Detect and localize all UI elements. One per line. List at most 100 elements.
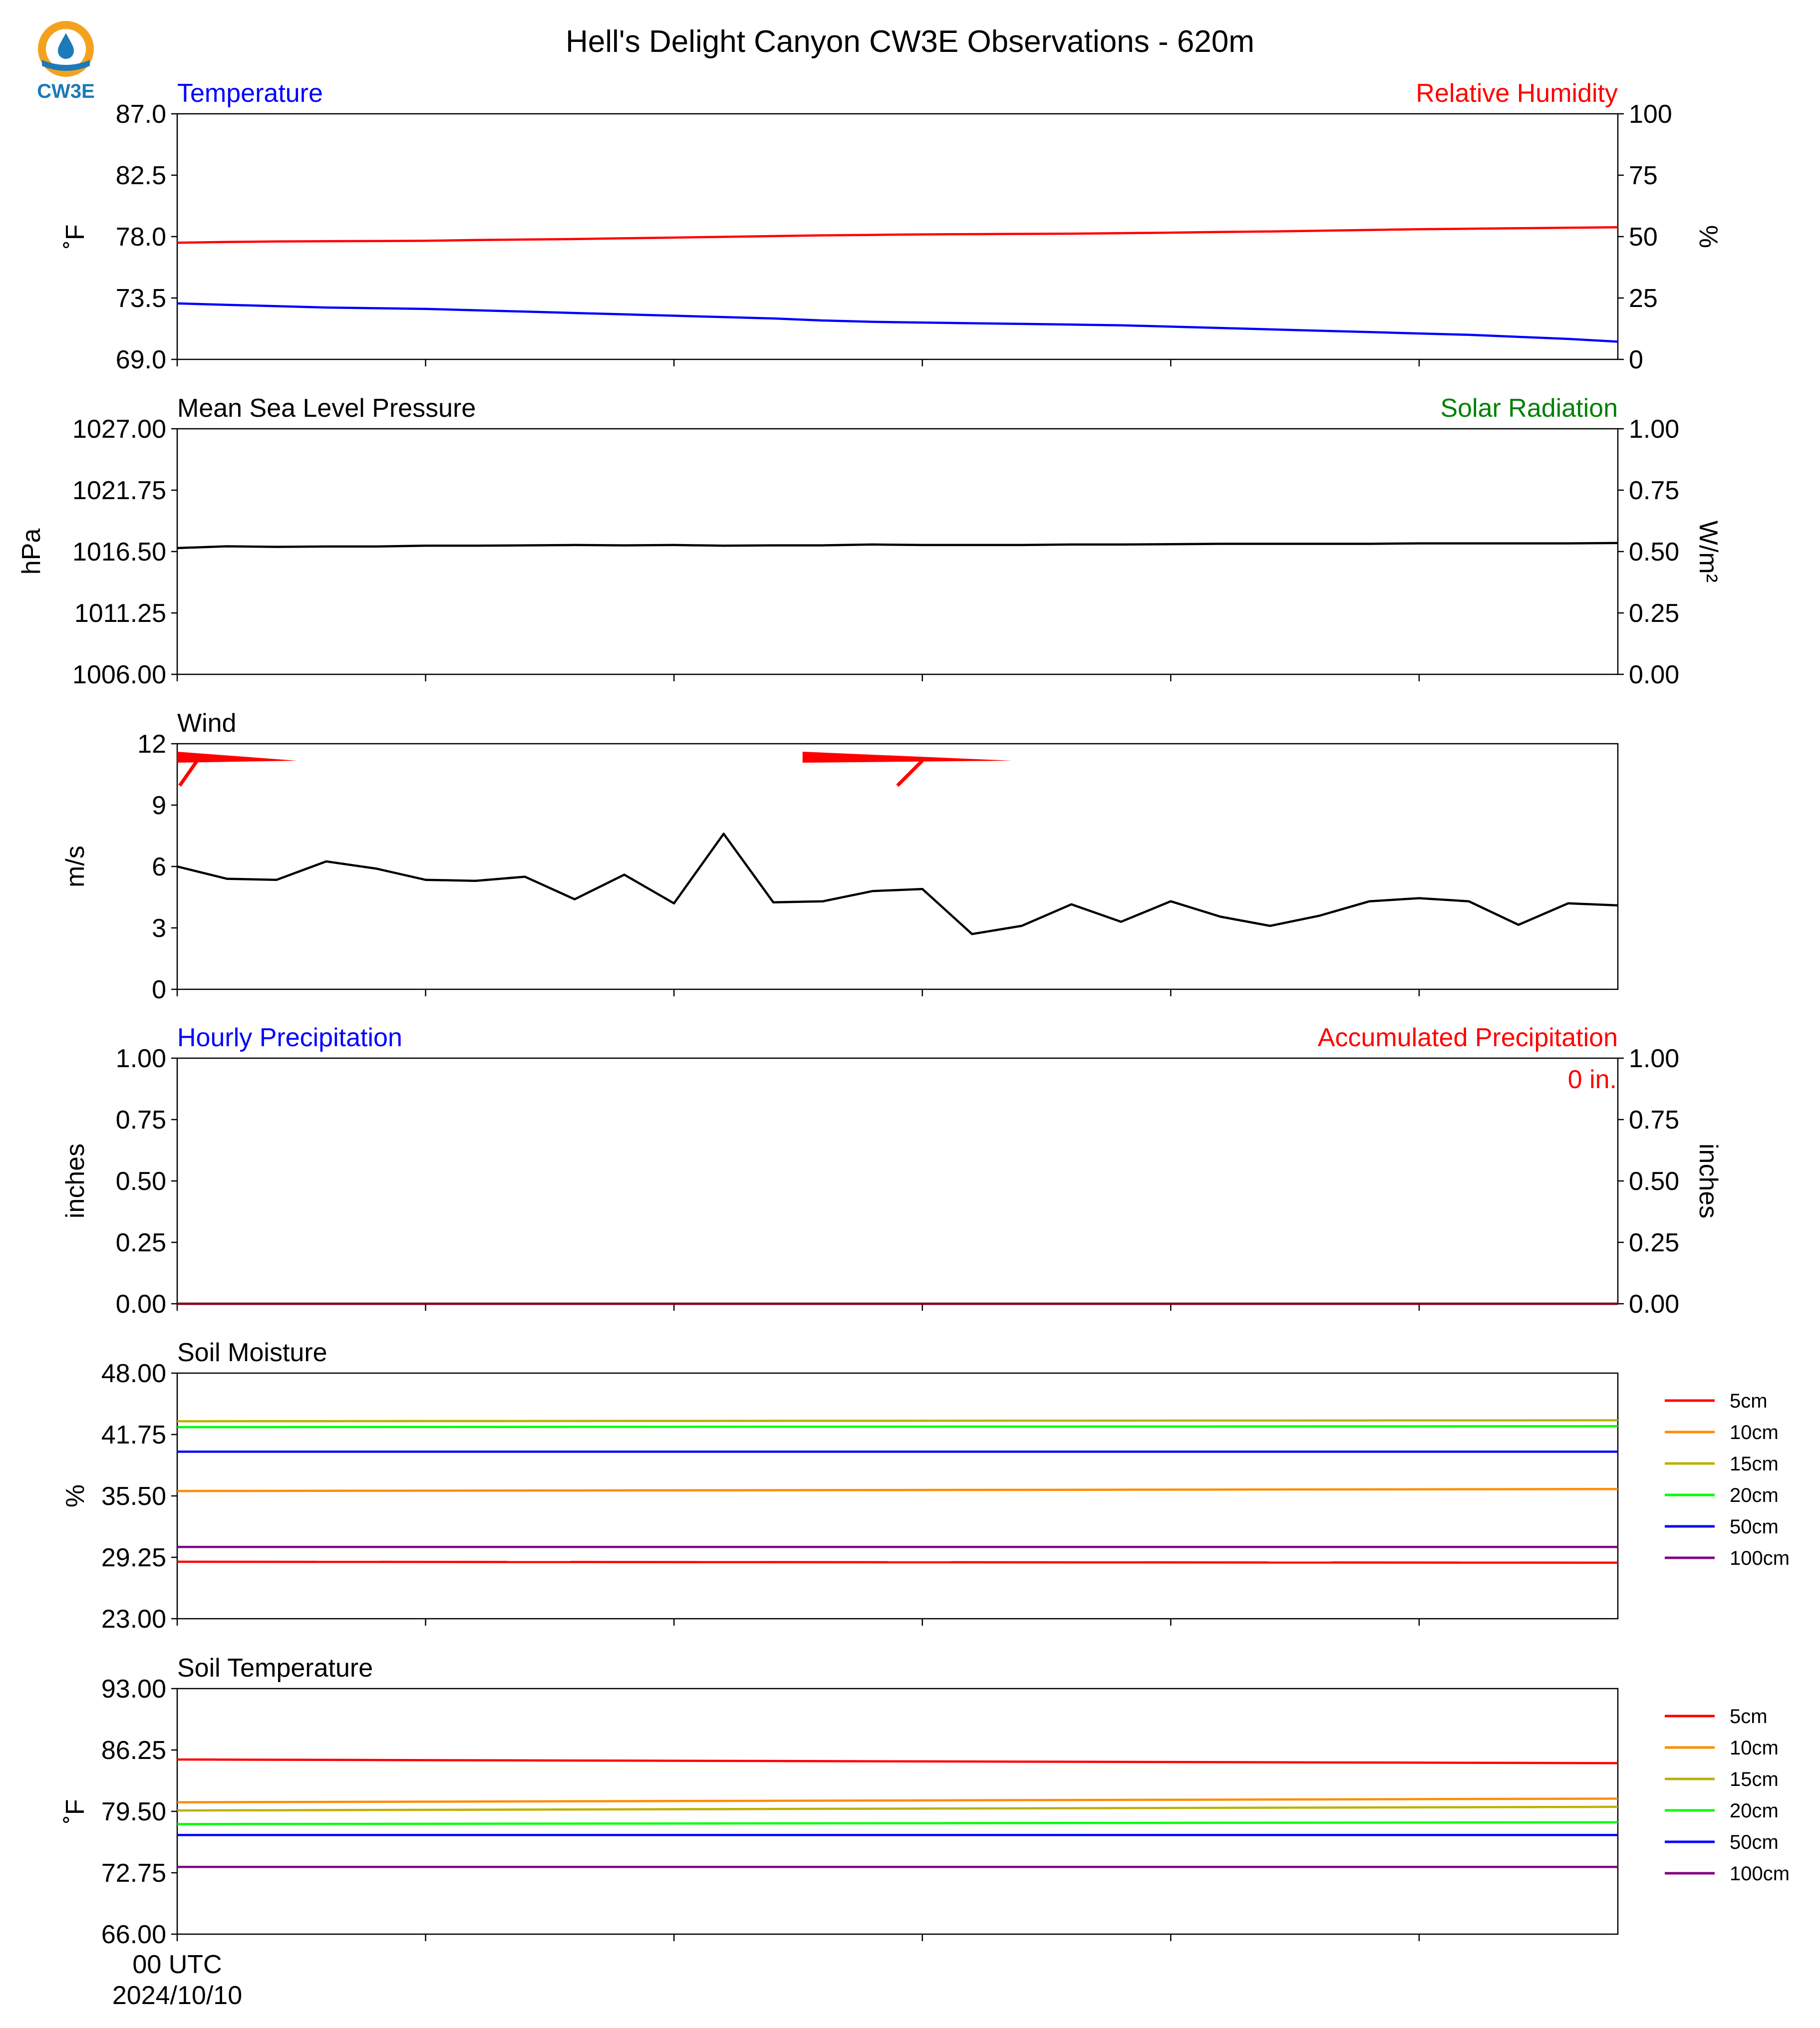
y-tick-label-right: 0.75 bbox=[1629, 1106, 1679, 1135]
legend-label: 100cm bbox=[1730, 1547, 1790, 1569]
panel-title-left: Soil Moisture bbox=[177, 1338, 327, 1367]
y-tick-label: 35.50 bbox=[101, 1482, 166, 1511]
panel-title-left: Hourly Precipitation bbox=[177, 1023, 402, 1052]
panel-frame bbox=[176, 1057, 1619, 1305]
legend-label: 15cm bbox=[1730, 1453, 1779, 1475]
y-axis-label: ˚F bbox=[61, 1799, 90, 1823]
legend-label: 50cm bbox=[1730, 1516, 1779, 1538]
series-line-20cm bbox=[177, 1821, 1618, 1825]
y-tick-label-right: 0.00 bbox=[1629, 660, 1679, 689]
panel-title-right: Solar Radiation bbox=[1440, 394, 1618, 423]
legend: 5cm 10cm 15cm 20cm 50cm 100cm bbox=[1665, 1390, 1790, 1569]
y-tick-label: 72.75 bbox=[101, 1859, 166, 1888]
series-line-mean-sea-level-pressure bbox=[177, 542, 1618, 550]
y-axis-label: % bbox=[61, 1484, 90, 1507]
x-tick-label-time: 00 UTC bbox=[132, 1950, 222, 1979]
legend-label: 10cm bbox=[1730, 1737, 1779, 1759]
y-axis-label: m/s bbox=[61, 846, 90, 887]
chart-panels: Temperature Relative Humidity 87.0 82.5 78.0… bbox=[17, 79, 1790, 1949]
y-tick-label-right: 0.50 bbox=[1629, 538, 1679, 567]
y-axis-label-right: W/m² bbox=[1694, 521, 1723, 582]
y-tick-label: 41.75 bbox=[101, 1421, 166, 1449]
panel-soil_temperature: Soil Temperature 93.00 86.25 79.50 72.75 66.0… bbox=[61, 1654, 1790, 1949]
y-tick-label: 1011.25 bbox=[74, 599, 166, 628]
y-tick-label-right: 0.00 bbox=[1629, 1290, 1679, 1319]
panel-wind: Wind 12 9 6 3 0 m/s bbox=[61, 709, 1619, 1004]
legend-label: 10cm bbox=[1730, 1422, 1779, 1444]
y-tick-label: 1.00 bbox=[116, 1044, 166, 1073]
y-tick-label: 48.00 bbox=[101, 1359, 166, 1388]
series-line-20cm bbox=[177, 1425, 1618, 1429]
panel-title-right: Accumulated Precipitation bbox=[1318, 1023, 1618, 1052]
y-tick-label: 3 bbox=[152, 914, 166, 943]
x-tick-label-date: 2024/10/10 bbox=[112, 1981, 242, 2010]
legend-label: 100cm bbox=[1730, 1863, 1790, 1885]
panel-title-left: Soil Temperature bbox=[177, 1654, 373, 1683]
y-tick-label: 23.00 bbox=[101, 1605, 166, 1634]
y-tick-label: 29.25 bbox=[101, 1543, 166, 1572]
panel-title-left: Mean Sea Level Pressure bbox=[177, 394, 476, 423]
y-tick-label-right: 1.00 bbox=[1629, 1044, 1679, 1073]
y-tick-label: 1027.00 bbox=[72, 415, 166, 444]
y-axis-label: ˚F bbox=[61, 224, 90, 249]
panel-title-left: Temperature bbox=[177, 79, 323, 108]
y-axis-label: inches bbox=[61, 1144, 90, 1218]
y-tick-label-right: 25 bbox=[1629, 284, 1658, 313]
series-line-10cm bbox=[177, 1797, 1618, 1804]
wind-barb-shaft bbox=[178, 759, 199, 787]
y-tick-label: 78.0 bbox=[116, 223, 166, 252]
panel-frame bbox=[176, 743, 1619, 990]
y-tick-label: 73.5 bbox=[116, 284, 166, 313]
y-tick-label: 0.00 bbox=[116, 1290, 166, 1319]
panel-title-right: Relative Humidity bbox=[1416, 79, 1618, 108]
y-tick-label: 69.0 bbox=[116, 345, 166, 374]
wind-barb bbox=[177, 752, 297, 787]
legend-label: 15cm bbox=[1730, 1768, 1779, 1790]
wind-barb-flag bbox=[802, 752, 1012, 763]
wind-barb-shaft bbox=[896, 759, 924, 787]
legend-label: 50cm bbox=[1730, 1831, 1779, 1853]
legend-label: 5cm bbox=[1730, 1390, 1768, 1412]
y-tick-label-right: 50 bbox=[1629, 223, 1658, 252]
y-tick-label: 82.5 bbox=[116, 161, 166, 190]
y-tick-label: 87.0 bbox=[116, 100, 166, 129]
panel-frame bbox=[176, 428, 1619, 675]
y-tick-label: 6 bbox=[152, 853, 166, 881]
series-line-wind-speed bbox=[177, 833, 1618, 935]
legend-label: 5cm bbox=[1730, 1706, 1768, 1728]
wind-barb-flag bbox=[177, 752, 297, 763]
wind-barb bbox=[802, 752, 1012, 787]
series-line-5cm bbox=[177, 1560, 1618, 1564]
y-tick-label-right: 75 bbox=[1629, 161, 1658, 190]
panel-soil_moisture: Soil Moisture 48.00 41.75 35.50 29.25 23.00% 5… bbox=[61, 1338, 1790, 1634]
y-tick-label-right: 0.25 bbox=[1629, 599, 1679, 628]
panel-precip: Hourly Precipitation Accumulated Precipit… bbox=[61, 1023, 1723, 1319]
y-tick-label-right: 100 bbox=[1629, 100, 1672, 129]
logo-text: CW3E bbox=[37, 80, 95, 102]
figure-title: Hell's Delight Canyon CW3E Observations … bbox=[566, 24, 1254, 59]
cw3e-logo-icon: CW3E bbox=[37, 21, 95, 102]
panel-temp_rh: Temperature Relative Humidity 87.0 82.5 78.0… bbox=[61, 79, 1723, 374]
y-tick-label: 79.50 bbox=[101, 1797, 166, 1826]
y-axis-label-right: % bbox=[1694, 225, 1723, 248]
y-tick-label: 1006.00 bbox=[72, 660, 166, 689]
y-tick-label: 66.00 bbox=[101, 1920, 166, 1949]
series-line-15cm bbox=[177, 1419, 1618, 1423]
panel-frame bbox=[176, 1688, 1619, 1935]
series-line-5cm bbox=[177, 1758, 1618, 1764]
series-line-15cm bbox=[177, 1805, 1618, 1812]
legend-label: 20cm bbox=[1730, 1484, 1779, 1506]
y-tick-label: 1021.75 bbox=[72, 476, 166, 505]
series-line-10cm bbox=[177, 1487, 1618, 1492]
y-tick-label: 93.00 bbox=[101, 1675, 166, 1704]
y-tick-label-right: 0.25 bbox=[1629, 1228, 1679, 1257]
accumulated-precip-annotation: 0 in. bbox=[1568, 1065, 1617, 1094]
y-tick-label: 0.75 bbox=[116, 1106, 166, 1135]
y-tick-label: 0.25 bbox=[116, 1228, 166, 1257]
panel-title-left: Wind bbox=[177, 709, 236, 738]
y-tick-label: 0.50 bbox=[116, 1167, 166, 1196]
y-tick-label: 12 bbox=[137, 730, 166, 759]
legend: 5cm 10cm 15cm 20cm 50cm 100cm bbox=[1665, 1706, 1790, 1885]
y-tick-label: 9 bbox=[152, 791, 166, 820]
